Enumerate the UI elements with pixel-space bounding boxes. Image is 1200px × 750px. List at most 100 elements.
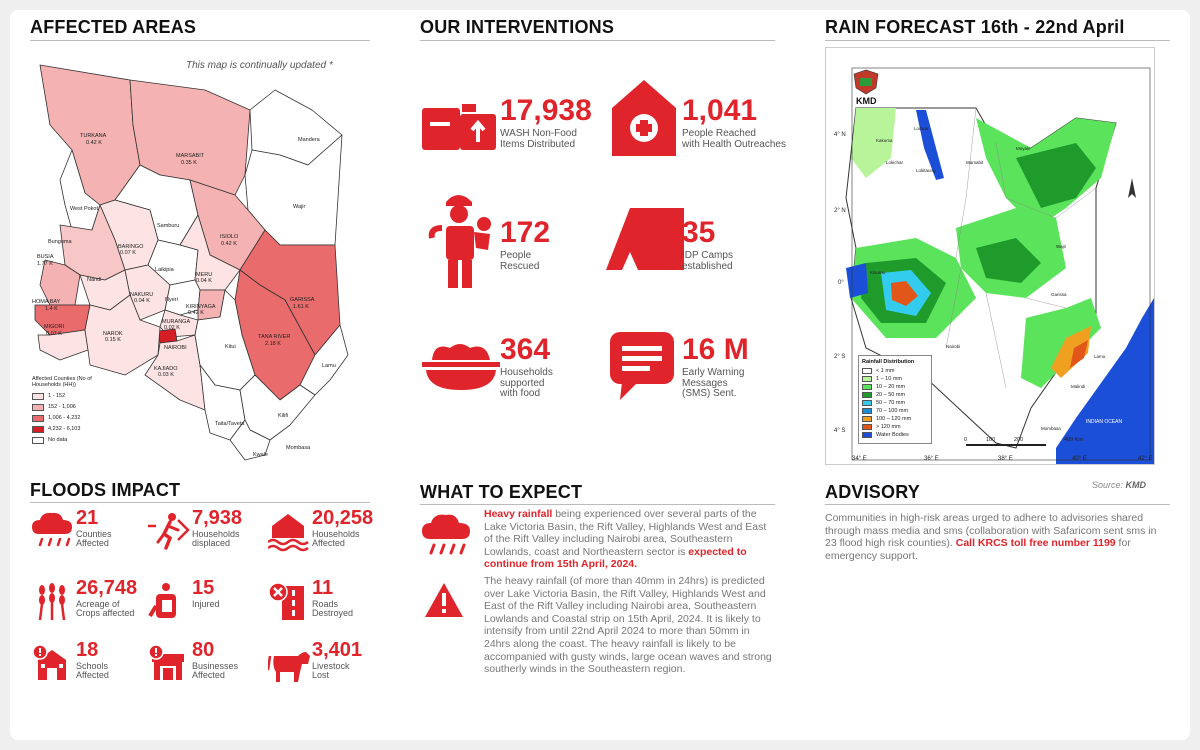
food-bowl-icon bbox=[422, 344, 500, 390]
stat-health-outreach: 1,041 People Reached with Health Outreac… bbox=[682, 94, 786, 150]
stat-people-rescued: 172 People Rescued bbox=[500, 216, 551, 272]
stat-households-food: 364 Households supported with food bbox=[500, 333, 553, 399]
svg-text:Mombasa: Mombasa bbox=[1041, 426, 1061, 431]
county-label: NAIROBI bbox=[164, 345, 187, 351]
heavy-rain-icon bbox=[422, 514, 470, 555]
svg-text:200: 200 bbox=[1014, 437, 1023, 443]
legend-item: No data bbox=[32, 436, 106, 444]
svg-text:34° E: 34° E bbox=[852, 456, 867, 462]
svg-text:Lokichar: Lokichar bbox=[886, 160, 904, 165]
kmd-logo bbox=[853, 69, 879, 95]
flood-stat: 11 Roads Destroyed bbox=[312, 577, 354, 619]
county-label: Nyeri bbox=[165, 297, 178, 303]
county-narok bbox=[84, 294, 161, 376]
svg-text:Lodwar: Lodwar bbox=[914, 126, 929, 131]
rain-forecast-title: RAIN FORECAST 16th - 22nd April bbox=[825, 17, 1125, 37]
svg-text:2° N: 2° N bbox=[834, 208, 846, 214]
flood-stat: 7,938 Households displaced bbox=[192, 507, 243, 549]
county-label: HOMA BAY bbox=[32, 299, 61, 305]
svg-text:Kakuma: Kakuma bbox=[876, 138, 893, 143]
flood-stat: 80 Businesses Affected bbox=[192, 639, 239, 681]
svg-text:Malindi: Malindi bbox=[1071, 384, 1085, 389]
rain-legend-item: > 120 mm bbox=[862, 424, 928, 430]
flood-stat: 21 Counties Affected bbox=[76, 507, 112, 549]
infographic-page: AFFECTED AREAS This map is continually u… bbox=[10, 10, 1190, 740]
affected-areas-title: AFFECTED AREAS bbox=[30, 17, 197, 37]
county-label: Laikipia bbox=[155, 267, 175, 273]
expect-paragraph-2: The heavy rainfall (of more than 40mm in… bbox=[484, 575, 772, 676]
county-label: Bungoma bbox=[48, 239, 72, 245]
county-label: Taita/Taveta bbox=[215, 421, 245, 427]
county-label: Mombasa bbox=[286, 445, 311, 451]
county-value: 0.42 K bbox=[221, 241, 237, 247]
injured-icon bbox=[148, 583, 176, 618]
svg-text:38° E: 38° E bbox=[998, 456, 1013, 462]
interventions-title: OUR INTERVENTIONS bbox=[420, 17, 615, 37]
displaced-person-icon bbox=[148, 513, 190, 550]
county-label: Kitui bbox=[225, 344, 236, 350]
county-label: GARISSA bbox=[290, 297, 315, 303]
svg-text:Nairobi: Nairobi bbox=[946, 344, 960, 349]
kmd-logo-text: KMD bbox=[856, 96, 877, 106]
flooded-house-icon bbox=[268, 514, 309, 552]
rain-legend-swatch bbox=[862, 424, 872, 430]
stat-idp-camps: 35 IDP Camps established bbox=[682, 216, 733, 272]
county-label: Wajir bbox=[293, 204, 305, 210]
legend-title: Affected Counties (No of Households (HH)… bbox=[32, 376, 92, 389]
rain-legend-item: 50 – 70 mm bbox=[862, 400, 928, 406]
county-label: Nandi bbox=[87, 277, 101, 283]
rain-legend-item: 70 – 100 mm bbox=[862, 408, 928, 414]
county-value: 0.15 K bbox=[105, 337, 121, 343]
health-house-icon bbox=[612, 80, 676, 156]
svg-text:Moyale: Moyale bbox=[1016, 146, 1031, 151]
rain-legend-swatch bbox=[862, 376, 872, 382]
county-label: KAJIADO bbox=[154, 366, 178, 372]
school-icon bbox=[32, 644, 66, 680]
county-value: 0.04 K bbox=[134, 298, 150, 304]
cow-icon bbox=[268, 652, 310, 682]
rain-legend-swatch bbox=[862, 400, 872, 406]
svg-text:0: 0 bbox=[964, 437, 967, 443]
warning-icon bbox=[425, 583, 463, 617]
advisory-text: Communities in high-risk areas urged to … bbox=[825, 512, 1157, 562]
message-icon bbox=[610, 332, 674, 400]
county-value: 0.07 K bbox=[120, 250, 136, 256]
county-label: TANA RIVER bbox=[258, 334, 290, 340]
county-label: BUSIA bbox=[37, 254, 54, 260]
county-label: Samburu bbox=[157, 223, 179, 229]
floods-impact-title: FLOODS IMPACT bbox=[30, 480, 181, 500]
forecast-source: Source: KMD bbox=[1092, 480, 1147, 490]
road-icon bbox=[268, 582, 304, 620]
county-nairobi bbox=[157, 328, 178, 344]
county-label: Kilifi bbox=[278, 413, 288, 419]
map-update-note: This map is continually updated * bbox=[186, 60, 333, 71]
county-value: 0.35 K bbox=[181, 160, 197, 166]
county-label: MURANGA bbox=[162, 319, 190, 325]
county-label: Mandera bbox=[298, 137, 321, 143]
svg-text:42° E: 42° E bbox=[1138, 456, 1153, 462]
county-label: Lamu bbox=[322, 363, 336, 369]
rain-legend-item: Water Bodies bbox=[862, 432, 928, 438]
legend-swatch bbox=[32, 403, 44, 411]
affected-map-legend: Affected Counties (No of Households (HH)… bbox=[32, 376, 106, 448]
svg-text:Lokitaung: Lokitaung bbox=[916, 168, 936, 173]
rain-legend-item: 1 – 10 mm bbox=[862, 376, 928, 382]
what-to-expect-title: WHAT TO EXPECT bbox=[420, 482, 583, 502]
county-label: ISIOLO bbox=[220, 234, 239, 240]
svg-text:0°: 0° bbox=[838, 280, 844, 286]
legend-swatch bbox=[32, 414, 44, 422]
county-value: 0.42 K bbox=[86, 140, 102, 146]
county-label: KIRINYAGA bbox=[186, 304, 216, 310]
legend-item: 1,006 - 4,232 bbox=[32, 414, 106, 422]
flood-stat: 20,258 Households Affected bbox=[312, 507, 374, 549]
svg-text:Garissa: Garissa bbox=[1051, 292, 1067, 297]
county-label: Kwale bbox=[253, 452, 268, 458]
county-kwale bbox=[229, 419, 271, 461]
rain-legend-item: 100 – 120 mm bbox=[862, 416, 928, 422]
county-label: NAROK bbox=[103, 331, 123, 337]
wheat-icon bbox=[38, 583, 66, 621]
rescuer-icon bbox=[428, 195, 491, 288]
svg-text:Kisumu: Kisumu bbox=[870, 270, 886, 275]
legend-swatch bbox=[32, 425, 44, 433]
